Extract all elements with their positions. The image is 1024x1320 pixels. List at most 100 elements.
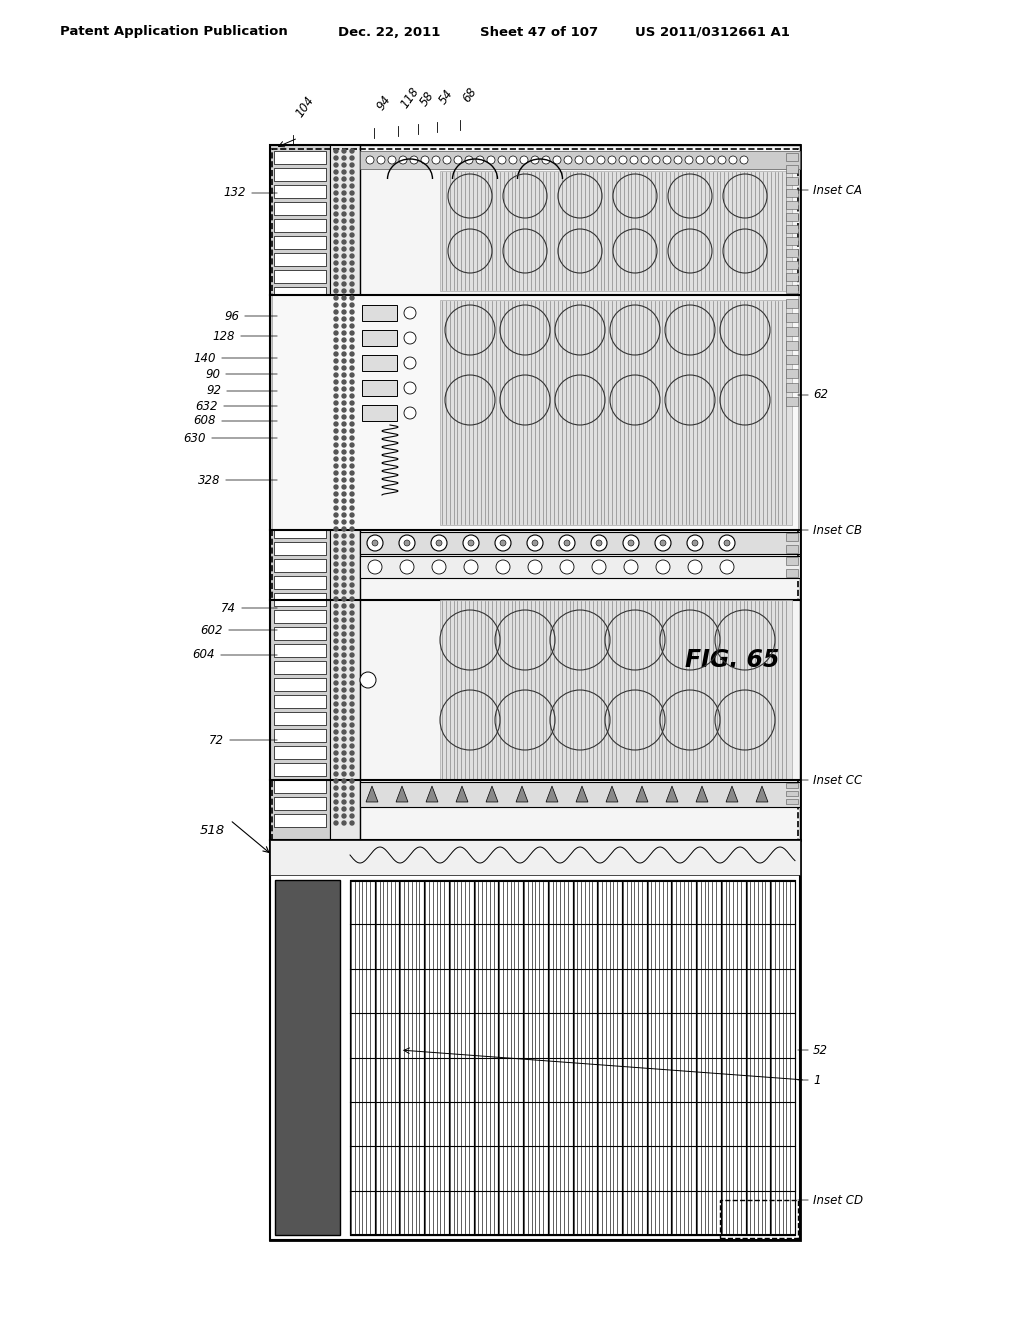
Circle shape <box>687 535 703 550</box>
Bar <box>548 880 572 1234</box>
Bar <box>274 491 326 504</box>
Circle shape <box>334 268 338 272</box>
Circle shape <box>342 261 346 265</box>
Bar <box>786 201 798 209</box>
Circle shape <box>432 156 440 164</box>
Circle shape <box>464 560 478 574</box>
Bar <box>274 508 326 521</box>
Circle shape <box>342 807 346 810</box>
Circle shape <box>350 323 354 327</box>
Circle shape <box>334 282 338 286</box>
Circle shape <box>342 548 346 552</box>
Circle shape <box>623 535 639 550</box>
Circle shape <box>342 639 346 643</box>
Bar <box>274 185 326 198</box>
Circle shape <box>334 219 338 223</box>
Circle shape <box>334 352 338 356</box>
Circle shape <box>350 800 354 804</box>
Polygon shape <box>366 785 378 803</box>
Circle shape <box>421 156 429 164</box>
Bar <box>270 840 800 875</box>
Text: 128: 128 <box>213 330 234 342</box>
Circle shape <box>350 261 354 265</box>
Circle shape <box>498 156 506 164</box>
Polygon shape <box>726 785 738 803</box>
Circle shape <box>334 261 338 265</box>
Circle shape <box>342 429 346 433</box>
Circle shape <box>334 226 338 230</box>
Circle shape <box>410 156 418 164</box>
Circle shape <box>342 414 346 418</box>
Circle shape <box>342 457 346 461</box>
Circle shape <box>342 520 346 524</box>
Circle shape <box>350 611 354 615</box>
Circle shape <box>334 506 338 510</box>
Circle shape <box>350 234 354 238</box>
Circle shape <box>334 323 338 327</box>
Circle shape <box>350 170 354 174</box>
Bar <box>786 153 798 161</box>
Circle shape <box>342 702 346 706</box>
Text: 74: 74 <box>221 602 236 615</box>
Circle shape <box>350 304 354 308</box>
Circle shape <box>350 583 354 587</box>
Circle shape <box>342 296 346 300</box>
Bar <box>274 593 326 606</box>
Bar <box>272 780 798 840</box>
Bar <box>274 696 326 708</box>
Circle shape <box>334 597 338 601</box>
Circle shape <box>719 535 735 550</box>
Circle shape <box>334 380 338 384</box>
Circle shape <box>342 675 346 678</box>
Circle shape <box>334 359 338 363</box>
Circle shape <box>350 253 354 257</box>
Circle shape <box>350 393 354 399</box>
Bar <box>274 338 326 351</box>
Bar <box>786 313 798 322</box>
Circle shape <box>720 560 734 574</box>
Circle shape <box>350 331 354 335</box>
Circle shape <box>350 213 354 216</box>
Circle shape <box>342 444 346 447</box>
Circle shape <box>342 310 346 314</box>
Circle shape <box>496 560 510 574</box>
Circle shape <box>350 590 354 594</box>
Bar <box>786 783 798 788</box>
Circle shape <box>692 540 698 546</box>
Bar <box>274 422 326 436</box>
Circle shape <box>350 282 354 286</box>
Circle shape <box>342 785 346 789</box>
Circle shape <box>334 624 338 630</box>
Circle shape <box>350 793 354 797</box>
Circle shape <box>342 213 346 216</box>
Bar <box>274 304 326 317</box>
Bar <box>786 397 798 407</box>
Circle shape <box>350 338 354 342</box>
Circle shape <box>342 393 346 399</box>
Circle shape <box>660 540 666 546</box>
Circle shape <box>652 156 660 164</box>
Circle shape <box>641 156 649 164</box>
Circle shape <box>334 296 338 300</box>
Bar <box>362 330 397 346</box>
Bar <box>272 149 798 294</box>
Circle shape <box>350 359 354 363</box>
Circle shape <box>350 702 354 706</box>
Bar <box>786 383 798 392</box>
Circle shape <box>342 583 346 587</box>
Circle shape <box>350 751 354 755</box>
Bar <box>786 238 798 246</box>
Circle shape <box>342 317 346 321</box>
Circle shape <box>350 653 354 657</box>
Bar <box>274 661 326 675</box>
Circle shape <box>342 359 346 363</box>
Circle shape <box>350 730 354 734</box>
Bar <box>350 880 795 1236</box>
Circle shape <box>342 331 346 335</box>
Circle shape <box>342 191 346 195</box>
Circle shape <box>334 162 338 168</box>
Circle shape <box>342 352 346 356</box>
Bar <box>449 880 474 1234</box>
Circle shape <box>342 183 346 187</box>
Circle shape <box>334 191 338 195</box>
